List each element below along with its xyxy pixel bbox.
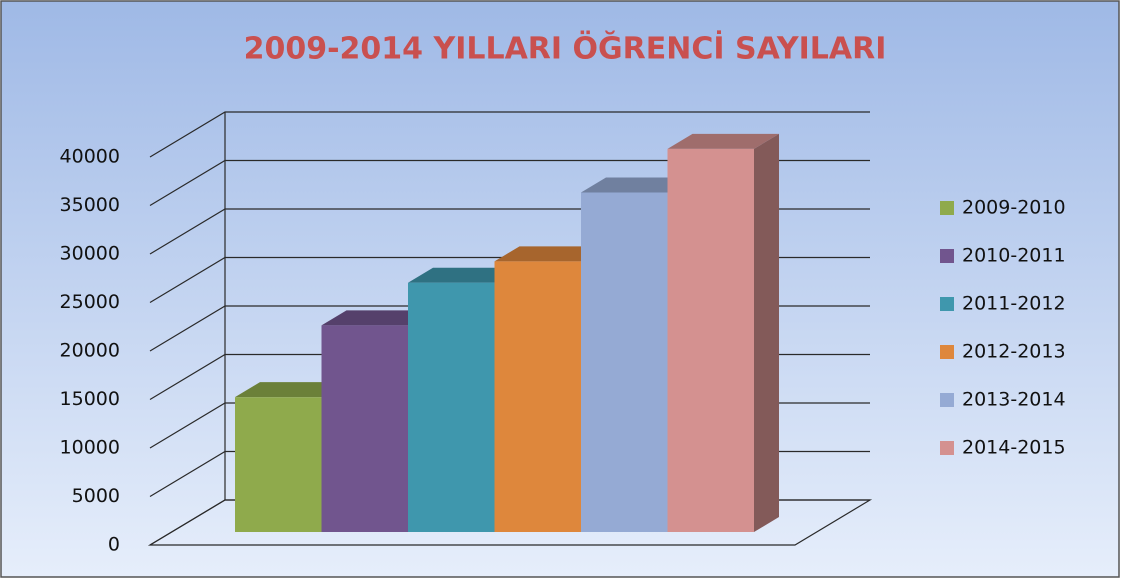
bar-top	[667, 133, 779, 149]
legend-label: 2009-2010	[962, 197, 1066, 219]
y-tick-label: 5000	[72, 485, 120, 507]
y-tick-label: 25000	[60, 291, 120, 313]
legend-label: 2012-2013	[962, 341, 1066, 363]
legend-swatch	[940, 249, 954, 263]
bar	[408, 282, 495, 532]
legend-swatch	[940, 297, 954, 311]
legend-label: 2010-2011	[962, 245, 1066, 267]
grid-line	[149, 159, 870, 207]
bar-top	[235, 382, 347, 398]
bar-top	[494, 246, 606, 262]
y-tick-label: 20000	[60, 340, 120, 362]
bar	[235, 397, 322, 532]
bar-top	[581, 177, 693, 193]
y-tick-label: 10000	[60, 437, 120, 459]
bar-side	[754, 133, 779, 532]
legend-label: 2014-2015	[962, 437, 1066, 459]
bar	[494, 261, 581, 532]
bar-top	[321, 310, 433, 326]
chart-title: 2009-2014 YILLARI ÖĞRENCİ SAYILARI	[244, 30, 887, 67]
legend-label: 2013-2014	[962, 389, 1066, 411]
y-tick-label: 0	[108, 534, 120, 556]
y-tick-label: 40000	[60, 146, 120, 168]
y-tick-label: 35000	[60, 194, 120, 216]
bar	[667, 148, 754, 532]
legend-swatch	[940, 201, 954, 215]
legend-swatch	[940, 441, 954, 455]
legend-swatch	[940, 393, 954, 407]
y-tick-label: 15000	[60, 388, 120, 410]
bar	[581, 192, 668, 532]
legend-swatch	[940, 345, 954, 359]
grid-line	[149, 111, 870, 158]
legend-label: 2011-2012	[962, 293, 1066, 315]
bar-top	[408, 267, 520, 283]
y-tick-label: 30000	[60, 243, 120, 265]
bar	[321, 325, 408, 532]
